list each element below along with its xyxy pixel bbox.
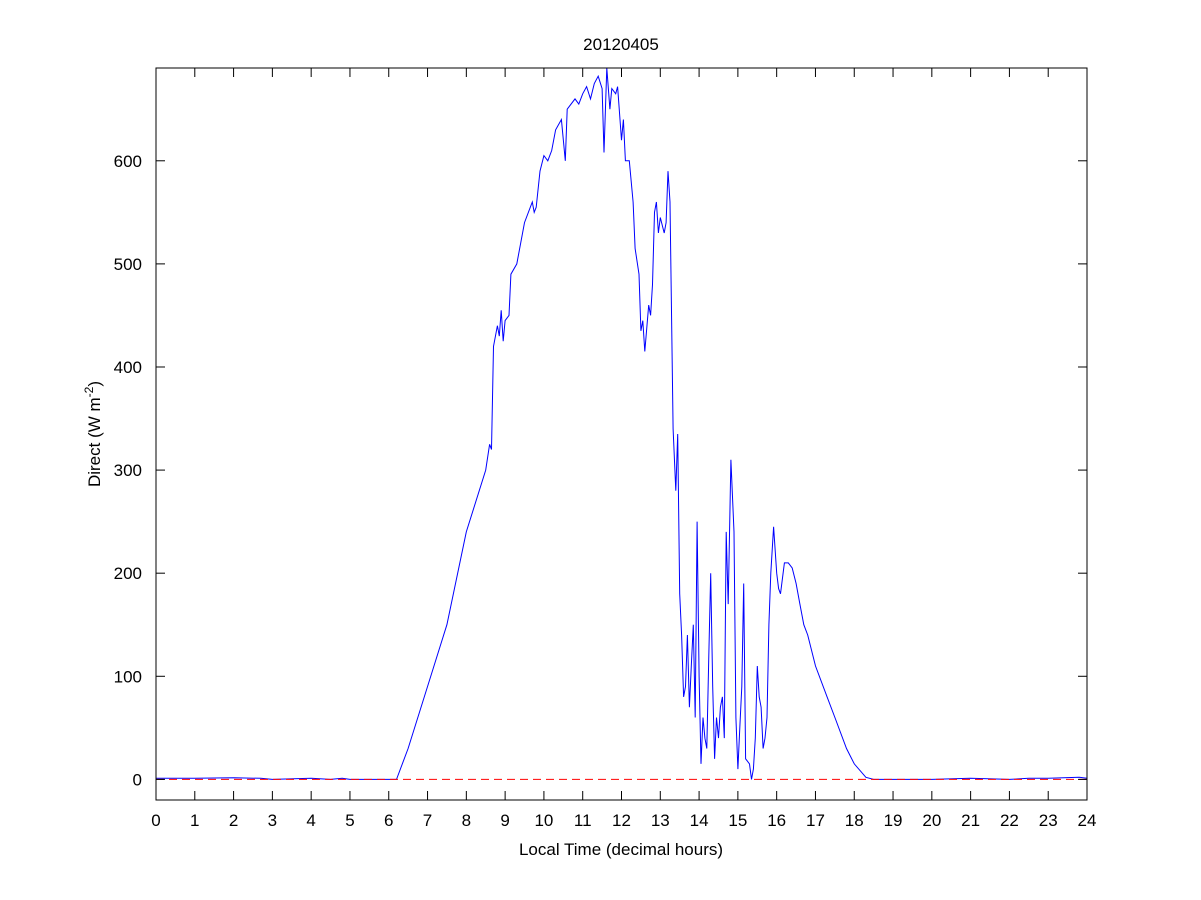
x-tick-label: 10 bbox=[534, 811, 553, 830]
x-tick-label: 23 bbox=[1039, 811, 1058, 830]
chart-title: 20120405 bbox=[583, 35, 659, 54]
plot-background bbox=[156, 68, 1087, 800]
y-axis-label: Direct (W m-2) bbox=[82, 381, 104, 487]
x-tick-label: 12 bbox=[612, 811, 631, 830]
y-axis-label-superscript: -2 bbox=[82, 386, 96, 397]
x-tick-label: 15 bbox=[728, 811, 747, 830]
x-tick-label: 1 bbox=[190, 811, 199, 830]
y-tick-label: 100 bbox=[114, 667, 142, 686]
x-tick-label: 24 bbox=[1078, 811, 1097, 830]
y-tick-label: 200 bbox=[114, 564, 142, 583]
y-axis-label-end: ) bbox=[85, 381, 104, 387]
x-axis-label: Local Time (decimal hours) bbox=[519, 840, 723, 859]
x-tick-label: 8 bbox=[462, 811, 471, 830]
x-tick-label: 21 bbox=[961, 811, 980, 830]
y-tick-label: 500 bbox=[114, 255, 142, 274]
x-tick-label: 2 bbox=[229, 811, 238, 830]
x-tick-label: 19 bbox=[884, 811, 903, 830]
x-tick-label: 7 bbox=[423, 811, 432, 830]
x-tick-label: 18 bbox=[845, 811, 864, 830]
x-tick-label: 5 bbox=[345, 811, 354, 830]
y-tick-label: 600 bbox=[114, 152, 142, 171]
x-tick-label: 0 bbox=[151, 811, 160, 830]
x-tick-label: 13 bbox=[651, 811, 670, 830]
series-layer bbox=[156, 67, 1088, 780]
series-line-direct bbox=[156, 67, 1088, 780]
x-tick-label: 6 bbox=[384, 811, 393, 830]
x-tick-label: 20 bbox=[922, 811, 941, 830]
x-tick-label: 22 bbox=[1000, 811, 1019, 830]
tick-layer: 0 1 2 3 4 5 6 7 8 9 10 11 12 13 14 15 16 17 18 19 20 21 22 23 24… bbox=[114, 68, 1097, 830]
x-tick-label: 9 bbox=[500, 811, 509, 830]
y-tick-label: 400 bbox=[114, 358, 142, 377]
y-tick-label: 0 bbox=[133, 770, 142, 789]
x-tick-label: 17 bbox=[806, 811, 825, 830]
y-axis-label-main: Direct (W m bbox=[85, 397, 104, 487]
x-tick-label: 11 bbox=[574, 811, 592, 830]
x-tick-label: 16 bbox=[767, 811, 786, 830]
y-tick-label: 300 bbox=[114, 461, 142, 480]
x-tick-label: 4 bbox=[306, 811, 315, 830]
x-tick-label: 14 bbox=[690, 811, 709, 830]
x-tick-label: 3 bbox=[268, 811, 277, 830]
